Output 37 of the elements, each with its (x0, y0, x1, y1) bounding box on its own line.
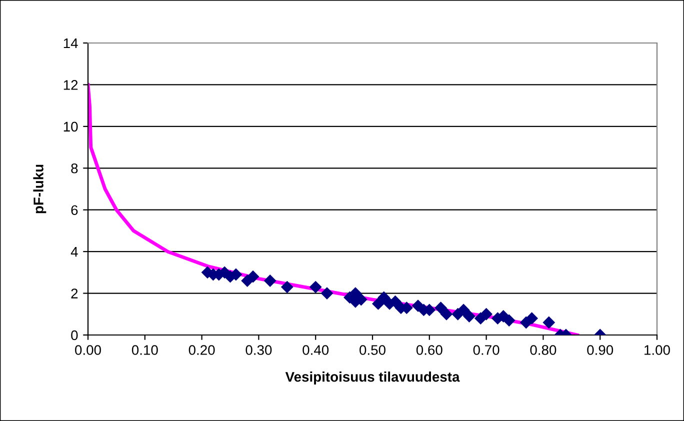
y-tick-label: 4 (70, 247, 78, 257)
y-tick-label: 8 (71, 163, 78, 174)
point (264, 274, 276, 287)
y-tick-label: 14 (64, 38, 78, 48)
x-tick-label: 0.60 (416, 345, 442, 355)
point (526, 312, 538, 325)
line-series (88, 82, 580, 335)
x-tick-label: 0.40 (302, 345, 329, 355)
x-tick-label: 0.10 (132, 345, 158, 355)
point (320, 287, 334, 300)
x-tick-label: 0.70 (473, 345, 500, 355)
point (502, 314, 516, 327)
y-tick-label: 6 (71, 205, 78, 216)
y-tick-label: 2 (71, 288, 78, 298)
x-tick-label: 1.00 (644, 345, 670, 355)
point (246, 270, 260, 283)
point (463, 310, 476, 322)
point (372, 298, 384, 310)
point (309, 280, 322, 294)
point (378, 291, 390, 304)
x-tick-label: 0.90 (587, 345, 614, 355)
point (280, 280, 294, 294)
y-tick-label: 10 (64, 122, 78, 132)
point (480, 308, 493, 320)
x-tick-label: 0.20 (188, 345, 215, 355)
x-tick-label: 0.30 (246, 345, 272, 355)
x-tick-label: 0.50 (360, 345, 386, 355)
y-tick-label: 12 (64, 80, 78, 90)
x-tick-label: 0.80 (530, 345, 556, 355)
point (457, 304, 470, 316)
x-tick-label: 0.00 (75, 345, 101, 355)
point (440, 308, 453, 320)
point (542, 316, 556, 329)
x-axis-title: Vesipitoisuus tilavuudesta (285, 372, 460, 385)
point (434, 302, 447, 314)
y-axis-title: pF-luku (33, 164, 46, 214)
y-tick-label: 0 (71, 330, 78, 340)
